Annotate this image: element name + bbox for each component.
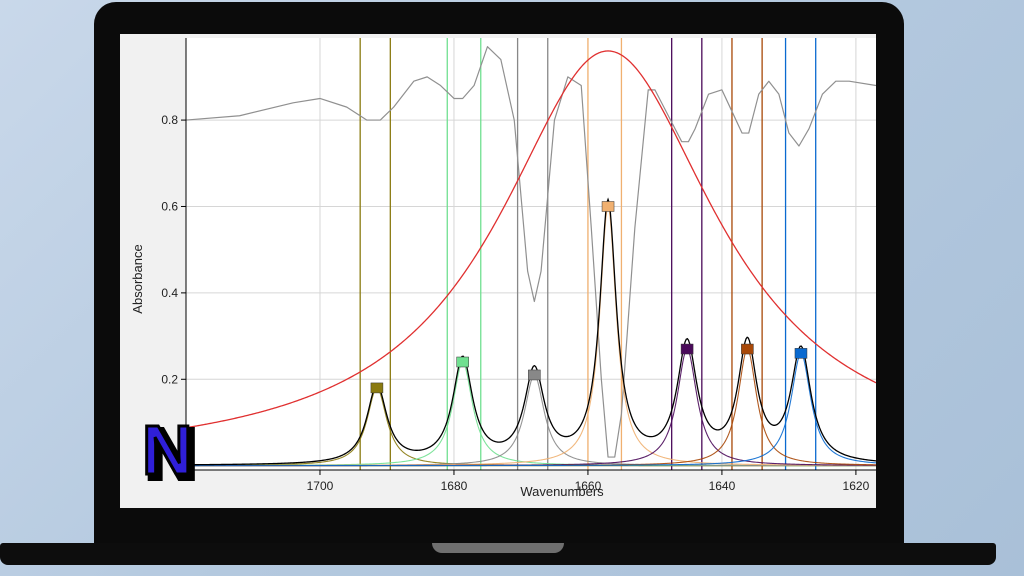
n-logo: N N bbox=[141, 420, 200, 482]
peak-marker bbox=[601, 201, 615, 212]
tick-labels: 1700 1680 1660 1640 1620 0.2 0.4 0.6 0.8 bbox=[161, 113, 869, 493]
peak-marker bbox=[794, 348, 808, 359]
x-axis-label: Wavenumbers bbox=[520, 484, 604, 499]
spectrum-chart: 1700 1680 1660 1640 1620 0.2 0.4 0.6 0.8 Wavenum… bbox=[130, 38, 876, 499]
n-logo-shadow: N bbox=[146, 420, 197, 482]
peak-marker bbox=[528, 369, 541, 381]
y-tick-label: 0.8 bbox=[161, 113, 178, 127]
y-tick-label: 0.4 bbox=[161, 286, 178, 300]
second-derivative-curve bbox=[185, 46, 876, 458]
x-tick-label: 1680 bbox=[441, 479, 468, 493]
plot-area-background bbox=[186, 38, 876, 470]
peak-marker bbox=[456, 356, 469, 368]
laptop-base bbox=[0, 543, 996, 565]
x-tick-label: 1700 bbox=[307, 479, 334, 493]
broad-band-curve bbox=[185, 50, 876, 429]
x-tick-label: 1620 bbox=[843, 479, 870, 493]
peak-marker bbox=[370, 382, 384, 394]
peak-marker bbox=[741, 343, 754, 355]
laptop-notch bbox=[432, 543, 564, 553]
peak-marker bbox=[680, 343, 694, 355]
x-tick-label: 1640 bbox=[709, 479, 736, 493]
y-tick-label: 0.6 bbox=[161, 199, 178, 213]
peak-markers bbox=[370, 201, 808, 394]
n-logo-letter: N bbox=[142, 420, 193, 482]
y-tick-label: 0.2 bbox=[161, 372, 178, 386]
chart-screen: 1700 1680 1660 1640 1620 0.2 0.4 0.6 0.8 Wavenum… bbox=[120, 34, 876, 508]
component-peak-curve bbox=[186, 352, 876, 467]
x-tick-label: 1660 bbox=[575, 479, 602, 493]
peak-boundary-lines bbox=[359, 38, 817, 470]
y-axis-label: Absorbance bbox=[130, 244, 145, 313]
